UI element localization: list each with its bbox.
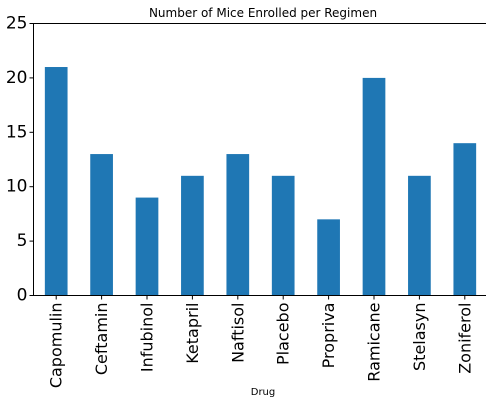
x-tick-label: Zoniferol (455, 303, 474, 374)
y-axis: 0 5 10 15 20 25 (6, 14, 34, 306)
y-tick-label: 5 (17, 231, 28, 251)
bar-ramicane (362, 77, 386, 296)
chart-title: Number of Mice Enrolled per Regimen (149, 6, 377, 20)
x-tick-label: Naftisol (228, 303, 247, 363)
x-tick-label: Placebo (274, 303, 293, 365)
bar-naftisol (226, 154, 250, 296)
plot-frame (33, 23, 486, 296)
x-tick-label: Capomulin (47, 303, 66, 389)
bars-group (44, 67, 477, 296)
x-tick-label: Ketapril (183, 303, 202, 364)
x-tick-label: Propriva (319, 303, 338, 369)
bar-stelasyn (408, 175, 431, 296)
y-tick-label: 20 (6, 68, 28, 88)
bar-capomulin (44, 67, 68, 296)
x-axis: Capomulin Ceftamin Infubinol Ketapril Naftis… (47, 295, 474, 389)
x-tick-label: Stelasyn (410, 303, 429, 371)
bar-propriva (317, 219, 340, 296)
x-tick-label: Ceftamin (92, 303, 111, 376)
y-tick-label: 15 (6, 122, 28, 142)
y-tick-label: 10 (6, 177, 28, 197)
bar-infubinol (135, 197, 159, 296)
x-tick-label: Infubinol (138, 303, 157, 373)
y-tick-label: 25 (6, 14, 28, 34)
y-tick-label: 0 (17, 286, 28, 306)
bar-ceftamin (90, 154, 113, 296)
bar-ketapril (181, 175, 204, 296)
bar-zoniferol (453, 143, 477, 296)
x-tick-label: Ramicane (365, 303, 384, 382)
x-axis-label: Drug (251, 387, 276, 398)
bar-placebo (271, 175, 295, 296)
